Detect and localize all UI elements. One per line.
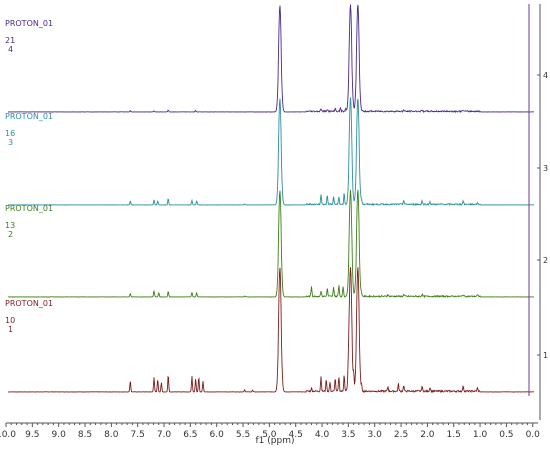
trace-index-label: 3 [8, 138, 13, 147]
x-tick-label: 2.0 [420, 430, 435, 440]
x-tick-label: 7.0 [157, 430, 172, 440]
x-tick-label: 0.0 [526, 430, 541, 440]
x-tick-label: 0.5 [499, 430, 513, 440]
trace-name-label: PROTON_01 [5, 204, 53, 213]
x-tick-label: 4.5 [289, 430, 303, 440]
x-tick-label: 1.0 [473, 430, 488, 440]
spectrum-trace-1 [8, 267, 535, 394]
x-tick-label: 1.5 [447, 430, 461, 440]
x-tick-label: 6.5 [183, 430, 197, 440]
trace-name-label: PROTON_01 [5, 112, 53, 121]
x-tick-label: 9.0 [52, 430, 67, 440]
x-tick-label: 5.0 [262, 430, 277, 440]
x-tick-label: 3.5 [341, 430, 355, 440]
right-tick-label: 3 [543, 164, 548, 173]
trace-index-label: 4 [8, 45, 13, 54]
trace-index-label: 2 [8, 230, 13, 239]
x-tick-label: 8.5 [78, 430, 92, 440]
trace-expno-label: 13 [5, 221, 15, 230]
trace-expno-label: 16 [5, 129, 15, 138]
trace-labels: PROTON_01 101 PROTON_01 132 PROTON_01 163 PROT… [5, 19, 53, 334]
x-tick-label: 7.5 [131, 430, 145, 440]
x-tick-label: 6.0 [210, 430, 225, 440]
x-tick-label: 5.5 [236, 430, 250, 440]
spectrum-trace-3 [7, 97, 535, 207]
spectra-traces [7, 4, 535, 396]
x-tick-label: 2.5 [394, 430, 408, 440]
spectrum-trace-4 [7, 4, 535, 114]
right-axis: 1 2 3 4 [537, 4, 548, 420]
x-tick-label: 3.0 [368, 430, 383, 440]
x-tick-label: 9.5 [25, 430, 39, 440]
spectrum-trace-2 [7, 189, 535, 299]
trace-expno-label: 21 [5, 36, 15, 45]
x-axis: 10.0 9.5 9.0 8.5 8.0 7.5 7.0 6.5 6.0 5.5 5.0 4.5 4.0… [0, 422, 541, 440]
x-tick-label: 4.0 [315, 430, 330, 440]
trace-index-label: 1 [8, 325, 13, 334]
trace-expno-label: 10 [5, 316, 15, 325]
x-tick-label: 10.0 [0, 430, 16, 440]
x-tick-label: 8.0 [104, 430, 119, 440]
right-tick-label: 2 [543, 256, 548, 265]
trace-name-label: PROTON_01 [5, 299, 53, 308]
trace-name-label: PROTON_01 [5, 19, 53, 28]
right-tick-label: 1 [543, 351, 548, 360]
right-tick-label: 4 [543, 71, 548, 80]
x-axis-label: f1 (ppm) [256, 436, 295, 446]
